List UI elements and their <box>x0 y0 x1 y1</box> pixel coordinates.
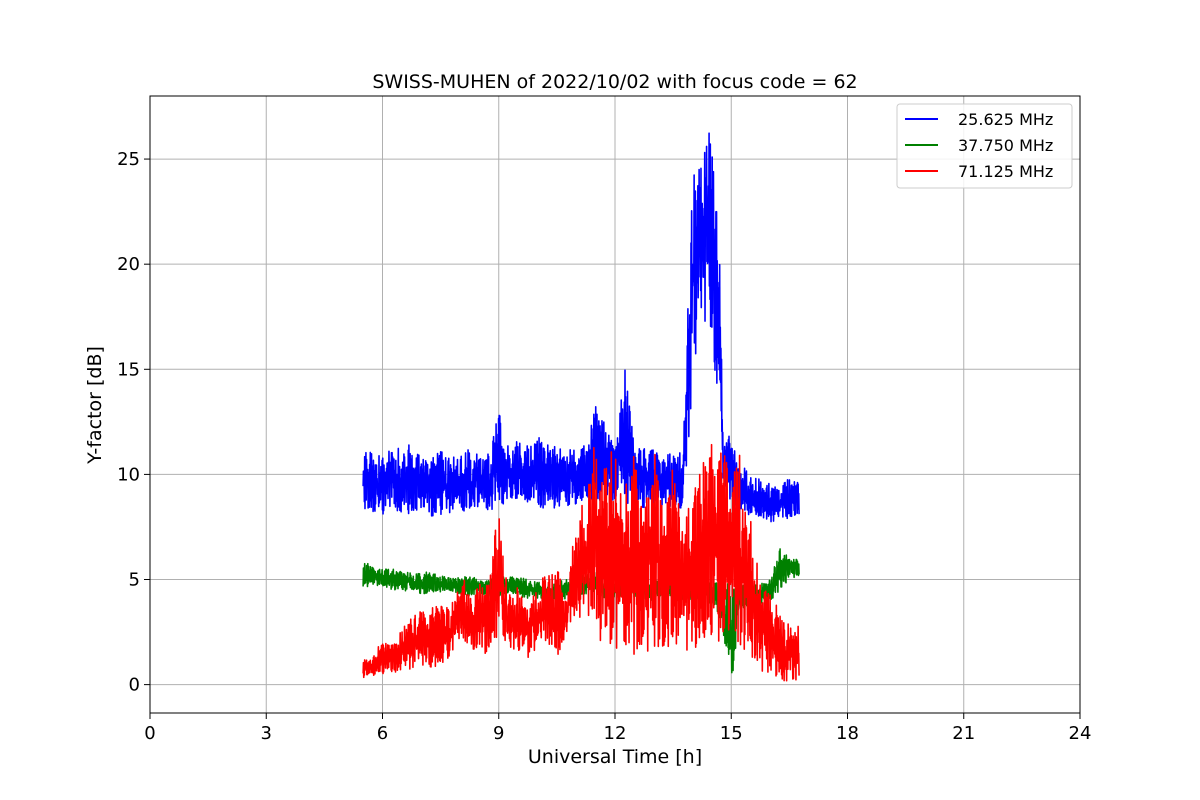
x-tick-label: 21 <box>952 723 975 744</box>
legend-label: 71.125 MHz <box>958 162 1053 181</box>
y-axis-title: Y-factor [dB] <box>84 346 106 465</box>
ticks: 0 3 6 9 12 15 18 21 24 0 5 10 15 20 25 <box>117 149 1091 744</box>
x-tick-label: 0 <box>144 723 155 744</box>
y-tick-label: 10 <box>117 464 140 485</box>
x-axis-title: Universal Time [h] <box>528 746 702 768</box>
x-tick-label: 12 <box>604 723 627 744</box>
x-tick-label: 9 <box>493 723 504 744</box>
y-tick-label: 5 <box>129 570 140 591</box>
x-tick-label: 3 <box>261 723 272 744</box>
x-tick-label: 15 <box>720 723 743 744</box>
series-line-2 <box>362 443 800 682</box>
chart-title: SWISS-MUHEN of 2022/10/02 with focus cod… <box>372 71 857 93</box>
y-tick-label: 15 <box>117 359 140 380</box>
legend: 25.625 MHz 37.750 MHz 71.125 MHz <box>896 103 1073 189</box>
legend-label: 37.750 MHz <box>958 136 1053 155</box>
y-tick-label: 20 <box>117 254 140 275</box>
series-layer <box>362 132 800 682</box>
legend-box <box>896 103 1073 189</box>
x-tick-label: 6 <box>377 723 388 744</box>
y-tick-label: 25 <box>117 149 140 170</box>
series-line-0 <box>362 132 800 523</box>
legend-label: 25.625 MHz <box>958 110 1053 129</box>
x-tick-label: 18 <box>836 723 859 744</box>
x-tick-label: 24 <box>1069 723 1092 744</box>
y-tick-label: 0 <box>129 675 140 696</box>
